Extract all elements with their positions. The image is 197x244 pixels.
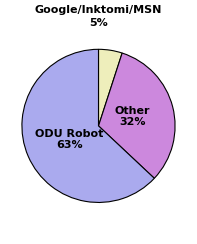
Text: ODU Robot
63%: ODU Robot 63% (35, 129, 104, 151)
Text: Other
32%: Other 32% (114, 106, 150, 128)
Wedge shape (22, 49, 154, 203)
Wedge shape (98, 49, 122, 126)
Wedge shape (98, 53, 175, 178)
Title: Google/Inktomi/MSN
5%: Google/Inktomi/MSN 5% (35, 5, 162, 28)
